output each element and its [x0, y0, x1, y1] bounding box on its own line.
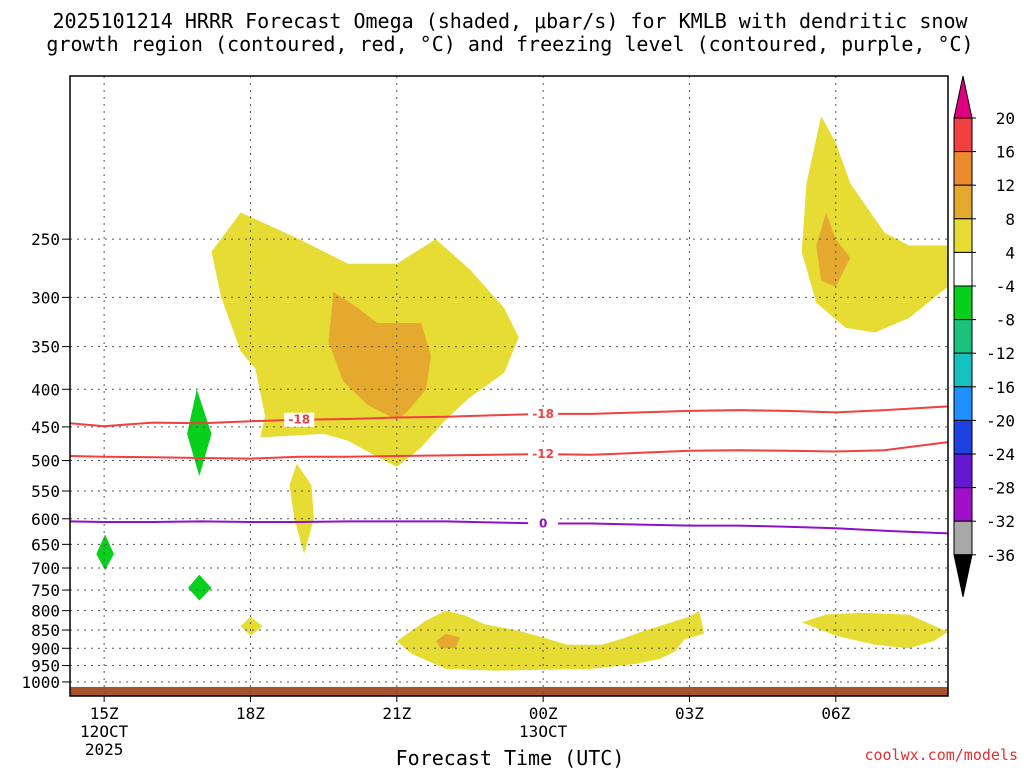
colorbar-segment-13: [953, 520, 973, 556]
colorbar-segment-4: [953, 218, 973, 253]
y-tick-label-800: 800: [31, 602, 60, 621]
contour-dgz-minus-18: [69, 405, 949, 428]
y-tick-label-750: 750: [31, 581, 60, 600]
y-tick-label-950: 950: [31, 657, 60, 676]
colorbar-label-10: -24: [986, 445, 1015, 464]
x-tick-label-00Z: 00Z: [529, 704, 558, 723]
contour-label-bg-dgz-minus-12: [528, 447, 559, 462]
contour-label-bg-dgz-minus-18: [284, 412, 315, 427]
contour-label-dgz-minus-18: -18: [288, 413, 310, 427]
y-tick-label-650: 650: [31, 535, 60, 554]
colorbar-segment-5: [953, 251, 973, 287]
plot-area: -18 -18 -12 0: [69, 75, 949, 697]
omega-region-green-blob-lower: [188, 574, 212, 601]
colorbar-label-3: 8: [1005, 210, 1015, 229]
colorbar-segment-2: [953, 151, 973, 186]
contour-dgz-minus-12: [69, 441, 949, 460]
credit-link[interactable]: coolwx.com/models: [864, 746, 1018, 764]
contour-label-freezing-level: 0: [539, 517, 547, 531]
omega-region-low-yellow-band-left: [396, 610, 705, 671]
x-axis-label: Forecast Time (UTC): [396, 746, 625, 768]
y-tick-label-250: 250: [31, 230, 60, 249]
plot-background: [70, 76, 948, 696]
contour-label-dgz-minus-12: -12: [532, 447, 554, 461]
colorbar-segment-6: [953, 285, 973, 321]
colorbar-label-7: -12: [986, 344, 1015, 363]
plot-frame: [69, 75, 949, 697]
contour-layer: -18 -18 -12 0: [69, 405, 949, 535]
colorbar-label-5: -4: [996, 277, 1015, 296]
y-tick-label-450: 450: [31, 418, 60, 437]
y-tick-label-400: 400: [31, 380, 60, 399]
contour-label-bg-freezing-level: [528, 516, 559, 531]
x-tick-year-15Z: 2025: [85, 740, 124, 759]
omega-fill-layer: [96, 116, 948, 671]
x-tick-label-21Z: 21Z: [382, 704, 411, 723]
x-tick-label-06Z: 06Z: [821, 704, 850, 723]
chart-title-line-2: growth region (contoured, red, °C) and f…: [46, 32, 973, 56]
colorbar-segment-9: [953, 386, 973, 421]
omega-region-mid-yellow-streak: [289, 463, 314, 554]
omega-region-top-right-orange: [816, 212, 851, 287]
x-tick-date-00Z: 13OCT: [519, 722, 568, 741]
y-tick-label-500: 500: [31, 452, 60, 471]
colorbar-bottom-arrow: [953, 554, 973, 597]
omega-region-low-yellow-blob-18z: [240, 616, 263, 636]
omega-region-low-yellow-right: [801, 612, 948, 649]
grid-layer: [70, 76, 948, 696]
omega-region-green-blob-upper: [187, 389, 212, 477]
x-tick-date-15Z: 12OCT: [80, 722, 129, 741]
colorbar-label-4: 4: [1005, 243, 1015, 262]
y-tick-label-350: 350: [31, 338, 60, 357]
y-tick-label-700: 700: [31, 559, 60, 578]
chart-title-line-1: 2025101214 HRRR Forecast Omega (shaded, …: [52, 9, 968, 33]
colorbar: 20 16 12 8 4 -4 -8 -12 -16 -20 -24 -28 -32 -36: [953, 75, 1015, 597]
terrain-layer: [70, 686, 948, 696]
colorbar-segment-11: [953, 453, 973, 489]
colorbar-label-12: -32: [986, 512, 1015, 531]
y-tick-label-550: 550: [31, 482, 60, 501]
colorbar-label-6: -8: [996, 311, 1015, 330]
colorbar-segment-10: [953, 419, 973, 455]
y-tick-label-600: 600: [31, 510, 60, 529]
omega-region-low-orange-spot: [435, 633, 461, 649]
omega-region-upper-orange-core: [328, 292, 431, 420]
x-tick-label-03Z: 03Z: [675, 704, 704, 723]
y-tick-label-850: 850: [31, 621, 60, 640]
y-tick-label-900: 900: [31, 639, 60, 658]
colorbar-segment-12: [953, 487, 973, 522]
colorbar-label-1: 16: [996, 143, 1015, 162]
colorbar-segment-7: [953, 319, 973, 354]
colorbar-label-13: -36: [986, 546, 1015, 565]
y-tick-label-1000: 1000: [21, 673, 60, 692]
x-tick-label-18Z: 18Z: [236, 704, 265, 723]
colorbar-label-9: -20: [986, 411, 1015, 430]
contour-label-dgz-minus-18: -18: [532, 407, 554, 421]
y-tick-label-300: 300: [31, 288, 60, 307]
omega-region-green-blob-mid: [96, 534, 114, 571]
contour-label-bg-dgz-minus-18: [528, 406, 559, 421]
contour-freezing-level: [69, 520, 949, 535]
colorbar-label-2: 12: [996, 176, 1015, 195]
y-axis-pressure: 2503003504004505005506006507007508008509…: [21, 230, 70, 692]
colorbar-segment-8: [953, 352, 973, 388]
colorbar-segment-1: [953, 117, 973, 153]
x-tick-label-15Z: 15Z: [90, 704, 119, 723]
colorbar-label-11: -28: [986, 479, 1015, 498]
terrain-surface-band: [70, 686, 948, 696]
colorbar-label-8: -16: [986, 378, 1015, 397]
colorbar-segment-3: [953, 184, 973, 220]
colorbar-label-0: 20: [996, 109, 1015, 128]
colorbar-top-arrow: [953, 75, 973, 119]
